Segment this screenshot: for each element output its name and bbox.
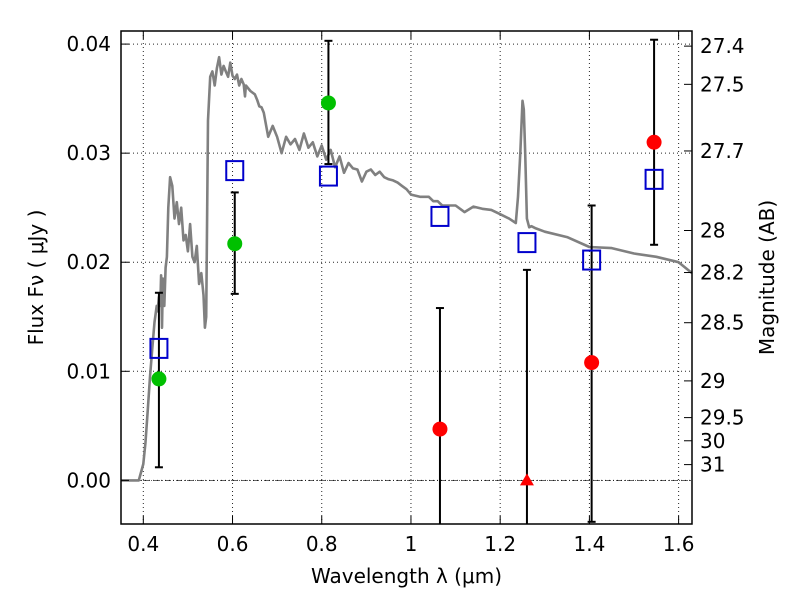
x-tick-label: 1.6 (663, 532, 695, 556)
x-tick-label: 1.2 (484, 532, 516, 556)
data-point-square (318, 165, 338, 187)
error-bars (154, 38, 659, 524)
x-axis-title: Wavelength λ (μm) (311, 564, 502, 588)
y2-tick-label: 29.5 (700, 406, 745, 430)
data-point-square (517, 232, 537, 254)
x-tick-label: 0.6 (217, 532, 249, 556)
data-point-circle (584, 355, 600, 371)
data-point-triangle (519, 473, 534, 486)
data-point-square (430, 205, 450, 227)
y2-tick-label: 31 (700, 453, 725, 477)
x-axis-ticks: 0.4 0.6 0.8 1 1.2 1.4 1.6 (127, 31, 695, 556)
y2-tick-label: 27.7 (700, 139, 745, 163)
y2-tick-label: 27.5 (700, 72, 745, 96)
data-point-circle (320, 95, 336, 111)
x-tick-label: 1.4 (573, 532, 605, 556)
y-tick-label: 0.03 (66, 141, 111, 165)
data-point-circle (227, 236, 243, 252)
y2-tick-label: 27.4 (700, 34, 745, 58)
y-tick-label: 0.01 (66, 359, 111, 383)
data-point-circle (432, 421, 448, 437)
spectrum-line (121, 55, 693, 482)
plot-frame (120, 30, 693, 525)
y2-tick-label: 29 (700, 369, 725, 393)
y-tick-label: 0.04 (66, 32, 111, 56)
y2-tick-label: 30 (700, 429, 725, 453)
data-point-square (149, 337, 169, 359)
data-point-square (644, 168, 664, 190)
data-point-circle (646, 134, 662, 150)
x-tick-label: 0.8 (306, 532, 338, 556)
y2-tick-label: 28.2 (700, 261, 745, 285)
data-point-square (582, 249, 602, 271)
model-spectrum (121, 55, 693, 482)
y-axis-ticks: 0.00 0.01 0.02 0.03 0.04 (66, 32, 129, 492)
data-markers (149, 95, 664, 486)
x-tick-label: 0.4 (127, 532, 159, 556)
y2-axis-title: Magnitude (AB) (755, 200, 779, 355)
y-tick-label: 0.02 (66, 250, 111, 274)
y2-tick-label: 28.5 (700, 311, 745, 335)
y-axis-title: Flux Fν ( μJy ) (24, 210, 48, 346)
data-point-square (225, 160, 245, 182)
y-tick-label: 0.00 (66, 468, 111, 492)
data-point-circle (151, 371, 167, 387)
x-tick-label: 1 (405, 532, 418, 556)
y2-tick-label: 28 (700, 218, 725, 242)
